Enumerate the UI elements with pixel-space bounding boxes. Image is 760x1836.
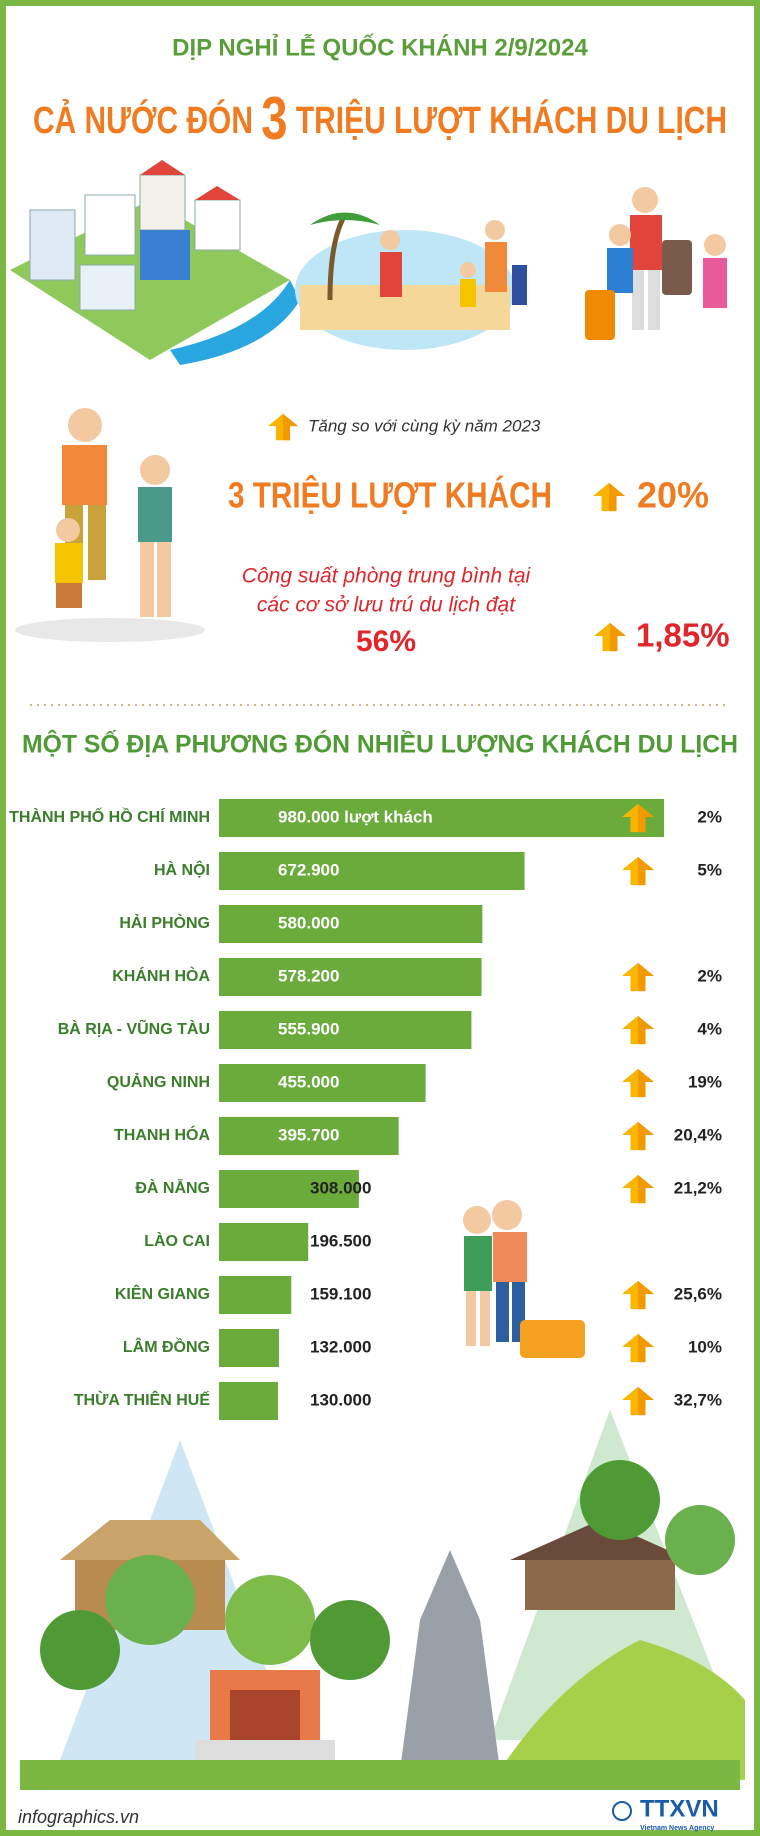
- title-number: 3: [261, 85, 287, 152]
- category-label: ĐÀ NẴNG: [135, 1178, 210, 1197]
- growth-arrow-icon: [268, 413, 298, 441]
- growth-arrow-icon: [622, 1068, 654, 1098]
- logo-subtitle: Vietnam News Agency: [640, 1825, 714, 1832]
- growth-note: Tăng so với cùng kỳ năm 2023: [308, 416, 541, 435]
- category-label: KIÊN GIANG: [115, 1284, 210, 1303]
- visitors-stat: 3 TRIỆU LƯỢT KHÁCH: [228, 474, 552, 516]
- category-label: HẢI PHÒNG: [119, 913, 210, 932]
- bar: [219, 1011, 472, 1049]
- bar: [219, 1382, 279, 1420]
- subtitle: DỊP NGHỈ LỄ QUỐC KHÁNH 2/9/2024: [172, 32, 588, 61]
- growth-label: 2%: [697, 966, 722, 985]
- illustration-couple: [463, 1200, 585, 1358]
- bar: [219, 958, 482, 996]
- growth-label: 19%: [688, 1072, 722, 1091]
- value-label: 196.500: [310, 1231, 371, 1250]
- bar-chart: THÀNH PHỐ HỒ CHÍ MINH 980.000 lượt khách 2…: [9, 799, 722, 1420]
- growth-arrow-icon: [622, 1121, 654, 1151]
- value-label: 580.000: [278, 913, 339, 932]
- growth-arrow-icon: [594, 622, 626, 652]
- illustration-beach: [295, 212, 527, 350]
- value-label: 672.900: [278, 860, 339, 879]
- title-part: CẢ NƯỚC ĐÓN: [33, 98, 253, 142]
- occupancy-value: 56%: [356, 625, 416, 658]
- growth-label: 20,4%: [674, 1125, 722, 1144]
- growth-label: 4%: [697, 1019, 722, 1038]
- bar: [219, 1276, 292, 1314]
- occupancy-text: các cơ sở lưu trú du lịch đạt: [257, 594, 516, 617]
- growth-arrow-icon: [622, 962, 654, 992]
- growth-label: 5%: [697, 860, 722, 879]
- category-label: QUẢNG NINH: [107, 1072, 210, 1091]
- value-label: 555.900: [278, 1019, 339, 1038]
- growth-arrow-icon: [622, 1280, 654, 1310]
- growth-arrow-icon: [622, 1386, 654, 1416]
- growth-label: 2%: [697, 807, 722, 826]
- illustration-city: [10, 160, 300, 365]
- illustration-landscape: [20, 1410, 745, 1790]
- value-label: 395.700: [278, 1125, 339, 1144]
- growth-arrow-icon: [622, 856, 654, 886]
- chart-title: MỘT SỐ ĐỊA PHƯƠNG ĐÓN NHIỀU LƯỢNG KHÁCH …: [22, 729, 738, 759]
- category-label: HÀ NỘI: [154, 860, 210, 879]
- category-label: LÂM ĐỒNG: [123, 1337, 210, 1356]
- source: infographics.vn: [18, 1807, 139, 1827]
- bar: [219, 1064, 426, 1102]
- visitors-growth: 20%: [637, 475, 709, 516]
- value-label: 159.100: [310, 1284, 371, 1303]
- logo: TTXVN: [640, 1795, 719, 1822]
- value-label: 455.000: [278, 1072, 339, 1091]
- growth-arrow-icon: [622, 1333, 654, 1363]
- title-part: TRIỆU LƯỢT KHÁCH DU LỊCH: [296, 98, 727, 142]
- value-label: 132.000: [310, 1337, 371, 1356]
- bar: [219, 1117, 399, 1155]
- bar: [219, 1170, 359, 1208]
- category-label: THÀNH PHỐ HỒ CHÍ MINH: [9, 806, 210, 826]
- title: CẢ NƯỚC ĐÓN 3 TRIỆU LƯỢT KHÁCH DU LỊCH: [33, 85, 727, 152]
- growth-label: 10%: [688, 1337, 722, 1356]
- bar: [219, 1223, 309, 1261]
- illustration-travelers: [585, 187, 727, 340]
- category-label: BÀ RỊA - VŨNG TÀU: [58, 1018, 210, 1038]
- growth-label: 32,7%: [674, 1390, 722, 1409]
- value-label: 308.000: [310, 1178, 371, 1197]
- growth-arrow-icon: [622, 1174, 654, 1204]
- category-label: KHÁNH HÒA: [112, 966, 210, 985]
- occupancy-text: Công suất phòng trung bình tại: [242, 565, 532, 588]
- bar: [219, 1329, 279, 1367]
- bar: [219, 905, 483, 943]
- illustration-family: [15, 408, 205, 642]
- occupancy-growth: 1,85%: [636, 617, 730, 654]
- growth-label: 25,6%: [674, 1284, 722, 1303]
- growth-arrow-icon: [593, 482, 625, 512]
- value-label: 130.000: [310, 1390, 371, 1409]
- growth-label: 21,2%: [674, 1178, 722, 1197]
- bar: [219, 852, 525, 890]
- growth-arrow-icon: [622, 1015, 654, 1045]
- value-label: 578.200: [278, 966, 339, 985]
- value-label: 980.000 lượt khách: [278, 807, 433, 826]
- copyright-icon: [612, 1801, 632, 1821]
- category-label: LÀO CAI: [144, 1231, 210, 1250]
- bar: [219, 799, 664, 837]
- category-label: THANH HÓA: [114, 1125, 210, 1144]
- category-label: THỪA THIÊN HUẾ: [74, 1390, 211, 1409]
